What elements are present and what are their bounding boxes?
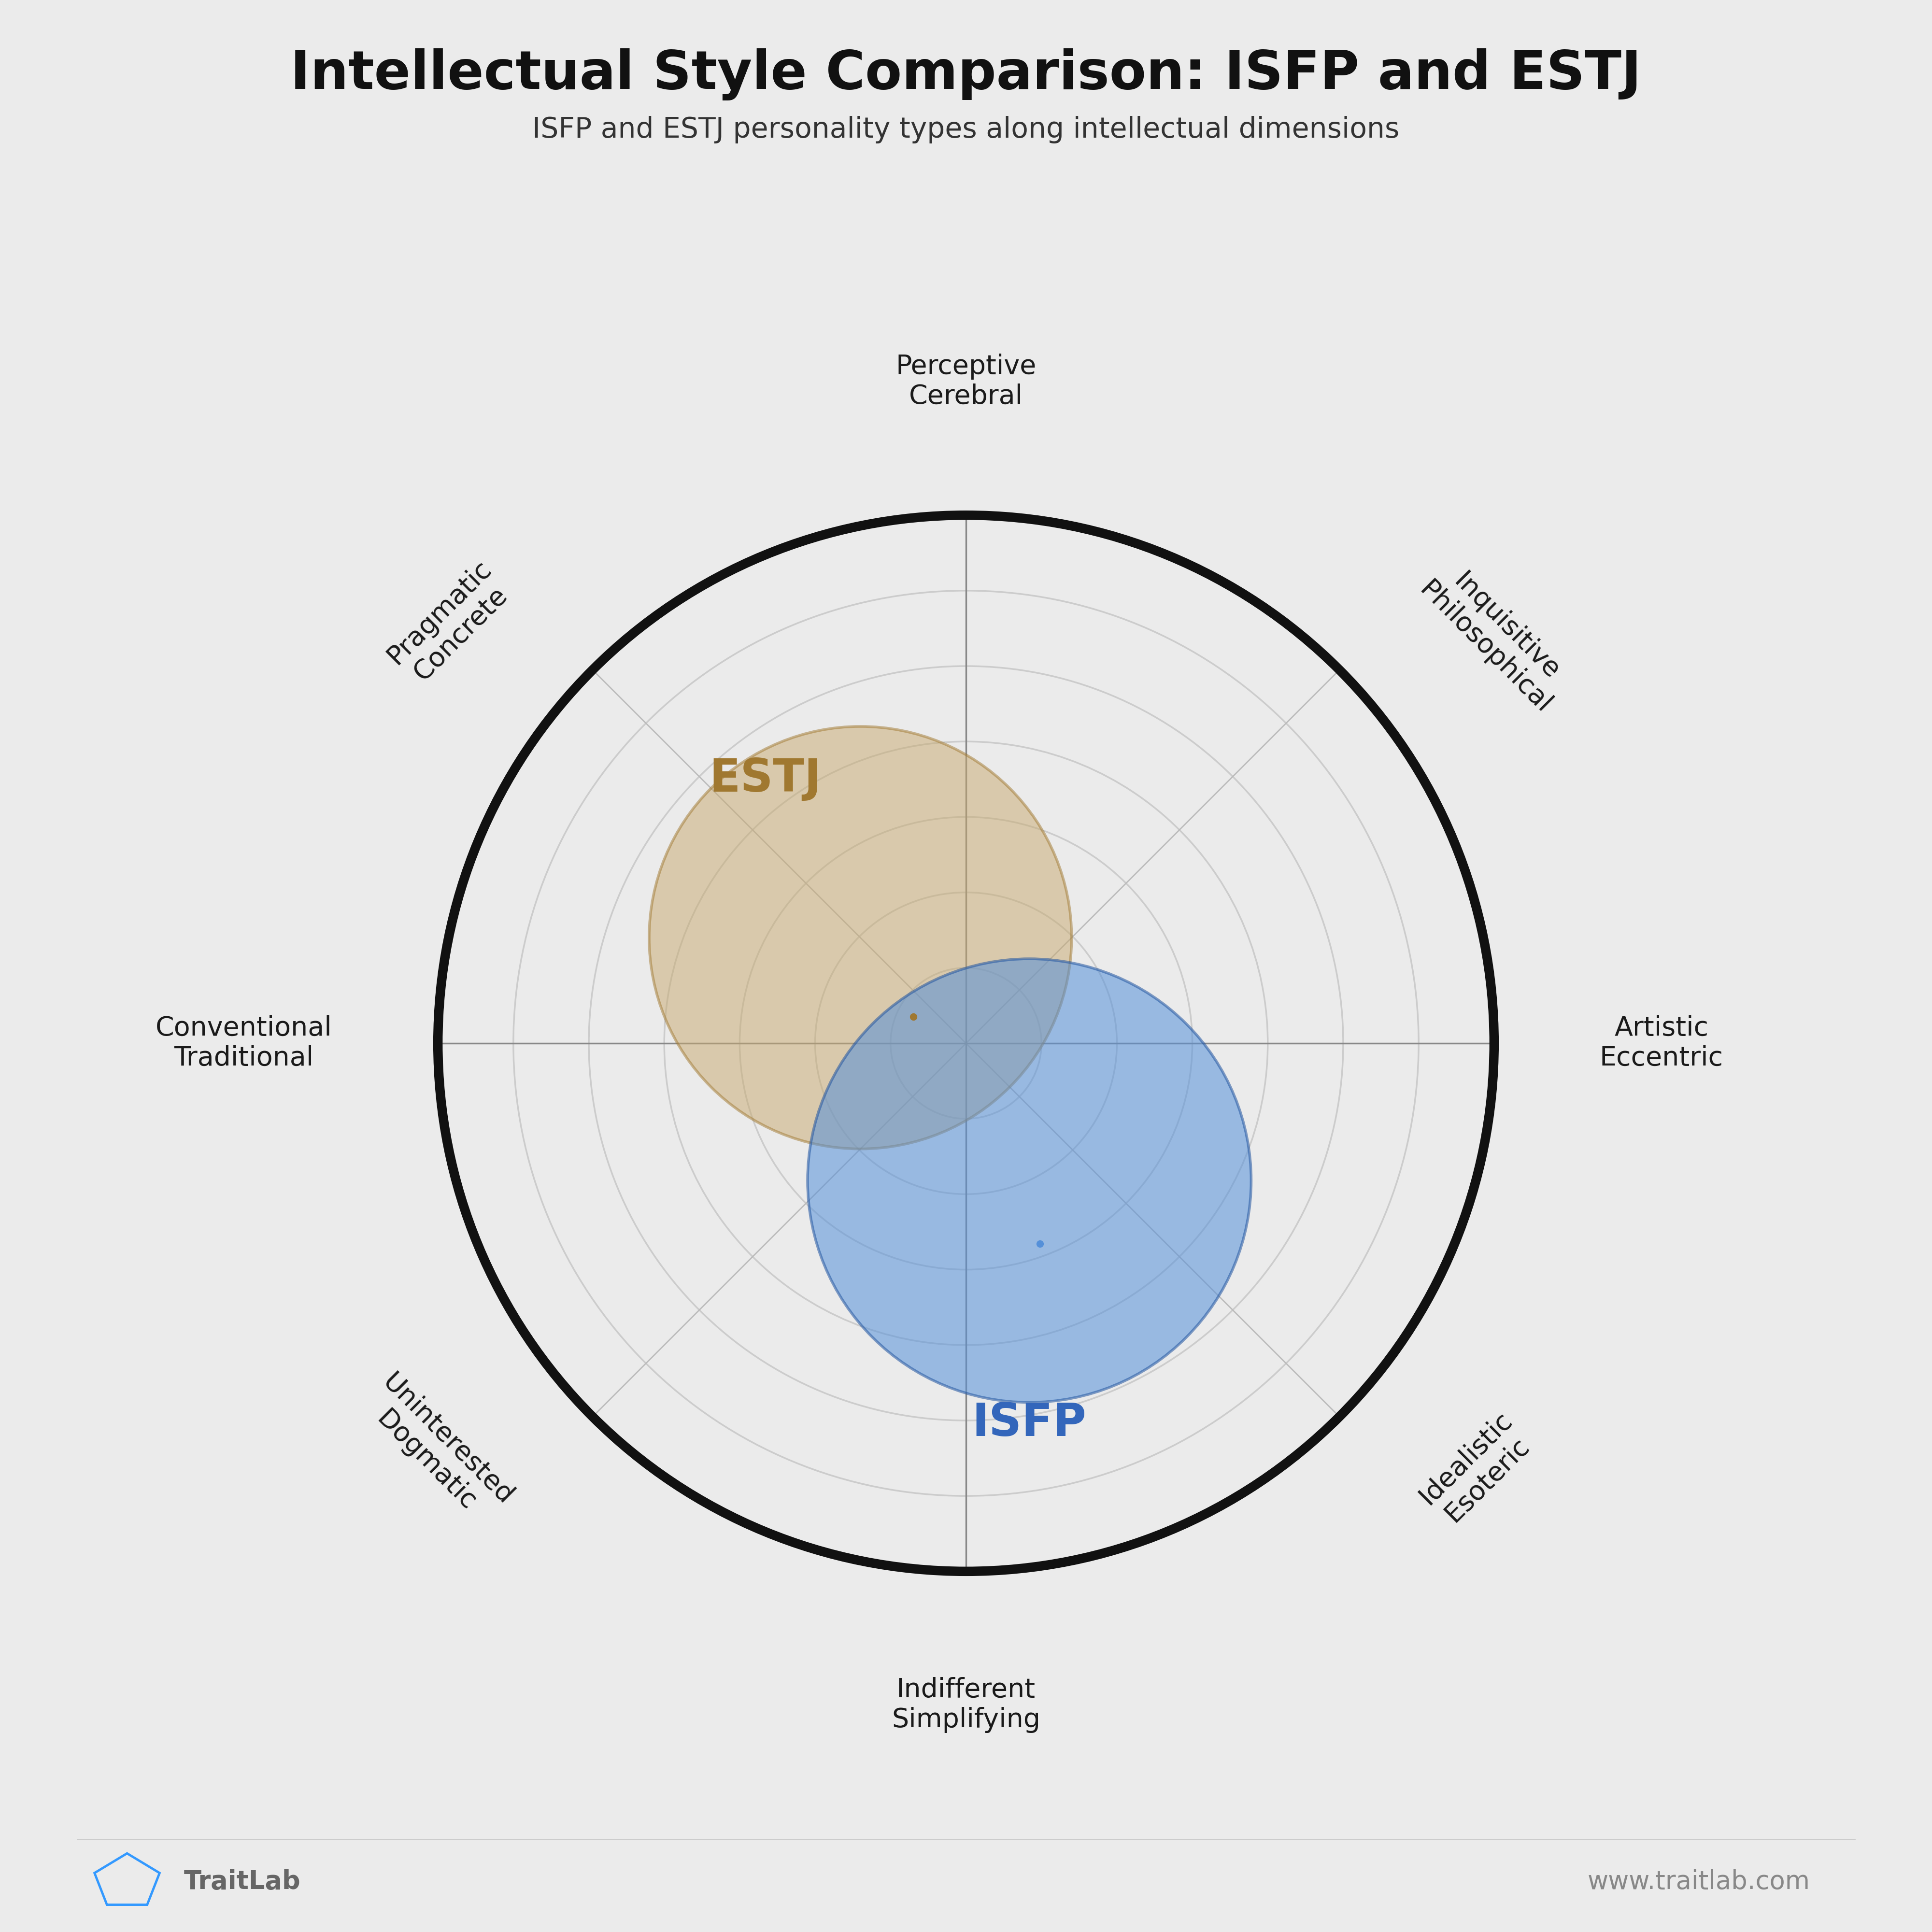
Text: Conventional
Traditional: Conventional Traditional (156, 1014, 332, 1072)
Text: ISFP: ISFP (972, 1401, 1086, 1445)
Text: Intellectual Style Comparison: ISFP and ESTJ: Intellectual Style Comparison: ISFP and … (290, 48, 1642, 100)
Text: Idealistic
Esoteric: Idealistic Esoteric (1414, 1406, 1538, 1532)
Text: TraitLab: TraitLab (184, 1870, 301, 1893)
Text: ESTJ: ESTJ (709, 757, 821, 802)
Text: www.traitlab.com: www.traitlab.com (1588, 1870, 1810, 1893)
Text: Inquisitive
Philosophical: Inquisitive Philosophical (1414, 554, 1578, 719)
Text: Artistic
Eccentric: Artistic Eccentric (1600, 1014, 1723, 1072)
Text: ISFP and ESTJ personality types along intellectual dimensions: ISFP and ESTJ personality types along in… (533, 116, 1399, 143)
Circle shape (808, 958, 1252, 1403)
Text: Pragmatic
Concrete: Pragmatic Concrete (383, 554, 518, 692)
Circle shape (649, 726, 1072, 1150)
Text: Perceptive
Cerebral: Perceptive Cerebral (896, 354, 1036, 410)
Text: Indifferent
Simplifying: Indifferent Simplifying (893, 1677, 1039, 1733)
Text: Uninterested
Dogmatic: Uninterested Dogmatic (355, 1370, 518, 1532)
